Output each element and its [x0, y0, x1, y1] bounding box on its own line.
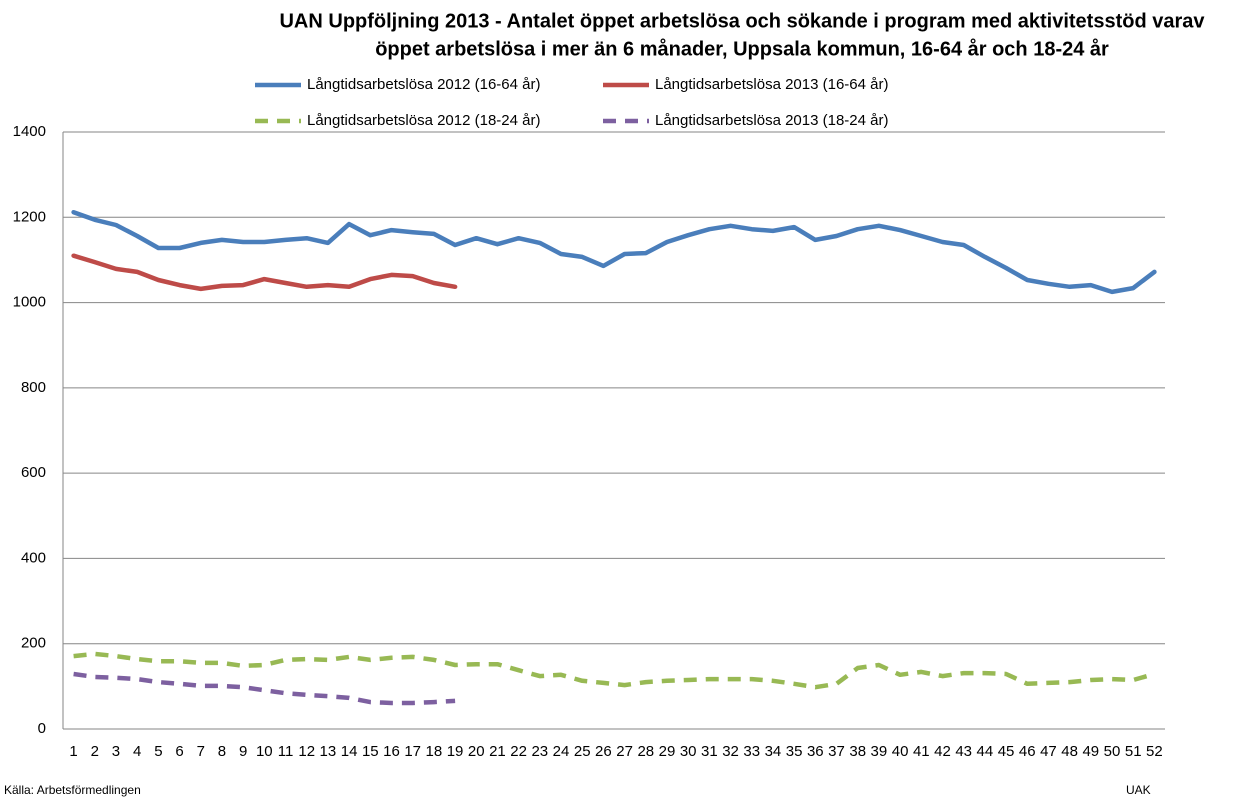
x-tick-label: 8 — [218, 743, 226, 760]
y-tick-label: 600 — [21, 464, 46, 481]
legend-label: Långtidsarbetslösa 2013 (16-64 år) — [655, 76, 888, 93]
x-tick-label: 18 — [426, 743, 443, 760]
legend-label: Långtidsarbetslösa 2012 (18-24 år) — [307, 112, 540, 129]
x-tick-label: 40 — [892, 743, 909, 760]
x-tick-label: 24 — [553, 743, 570, 760]
x-tick-label: 27 — [616, 743, 633, 760]
x-tick-label: 42 — [934, 743, 951, 760]
x-tick-label: 36 — [807, 743, 824, 760]
legend-label: Långtidsarbetslösa 2012 (16-64 år) — [307, 76, 540, 93]
x-tick-label: 20 — [468, 743, 485, 760]
credit: UAK — [1126, 783, 1151, 797]
x-tick-label: 16 — [383, 743, 400, 760]
x-tick-label: 11 — [278, 743, 294, 760]
x-tick-label: 45 — [998, 743, 1015, 760]
y-tick-label: 1000 — [13, 294, 46, 311]
x-tick-label: 21 — [489, 743, 506, 760]
x-tick-label: 23 — [531, 743, 548, 760]
x-tick-label: 14 — [341, 743, 358, 760]
x-tick-label: 4 — [133, 743, 141, 760]
series-line — [71, 209, 1157, 295]
x-tick-label: 33 — [743, 743, 760, 760]
x-tick-label: 41 — [913, 743, 930, 760]
y-tick-label: 1200 — [13, 208, 46, 225]
x-tick-label: 1 — [69, 743, 77, 760]
y-tick-label: 200 — [21, 635, 46, 652]
chart-title: öppet arbetslösa i mer än 6 månader, Upp… — [375, 37, 1109, 60]
x-tick-label: 26 — [595, 743, 612, 760]
x-tick-label: 49 — [1082, 743, 1099, 760]
x-tick-label: 35 — [786, 743, 803, 760]
x-tick-label: 5 — [154, 743, 162, 760]
x-tick-label: 37 — [828, 743, 845, 760]
source: Källa: Arbetsförmedlingen — [4, 783, 141, 797]
x-tick-label: 15 — [362, 743, 379, 760]
x-tick-label: 50 — [1104, 743, 1121, 760]
series-line — [73, 671, 456, 706]
legend-label: Långtidsarbetslösa 2013 (18-24 år) — [655, 112, 888, 129]
x-tick-label: 19 — [447, 743, 464, 760]
x-tick-label: 9 — [239, 743, 247, 760]
x-tick-label: 31 — [701, 743, 718, 760]
x-tick-label: 10 — [256, 743, 273, 760]
x-tick-label: 29 — [659, 743, 676, 760]
y-tick-label: 0 — [38, 720, 46, 737]
series-line — [73, 651, 1156, 690]
x-tick-label: 6 — [175, 743, 183, 760]
x-tick-label: 48 — [1061, 743, 1078, 760]
x-tick-label: 39 — [871, 743, 888, 760]
x-tick-label: 47 — [1040, 743, 1057, 760]
x-tick-label: 25 — [574, 743, 591, 760]
x-tick-label: 3 — [112, 743, 120, 760]
x-tick-label: 46 — [1019, 743, 1036, 760]
series-line — [71, 253, 458, 292]
x-tick-label: 12 — [298, 743, 315, 760]
x-tick-label: 43 — [955, 743, 972, 760]
x-tick-label: 13 — [320, 743, 337, 760]
x-tick-label: 30 — [680, 743, 697, 760]
x-tick-label: 28 — [637, 743, 654, 760]
x-tick-label: 52 — [1146, 743, 1163, 760]
x-tick-label: 32 — [722, 743, 739, 760]
y-tick-label: 800 — [21, 379, 46, 396]
x-tick-label: 2 — [91, 743, 99, 760]
y-tick-label: 400 — [21, 549, 46, 566]
x-tick-label: 51 — [1125, 743, 1142, 760]
x-tick-label: 22 — [510, 743, 527, 760]
x-tick-label: 34 — [765, 743, 782, 760]
x-tick-label: 38 — [849, 743, 866, 760]
chart-title: UAN Uppföljning 2013 - Antalet öppet arb… — [279, 10, 1205, 32]
x-tick-label: 7 — [197, 743, 205, 760]
x-tick-label: 17 — [404, 743, 421, 760]
y-tick-label: 1400 — [13, 123, 46, 140]
x-tick-label: 44 — [977, 743, 994, 760]
